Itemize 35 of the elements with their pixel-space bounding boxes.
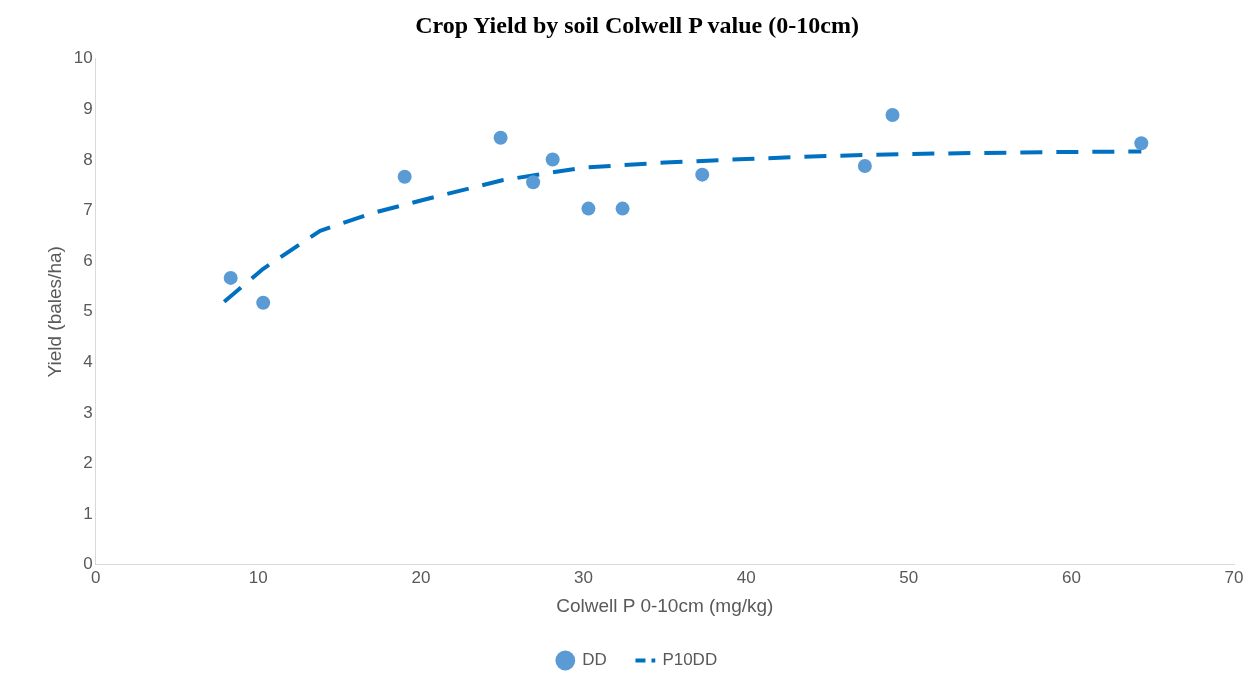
x-tick-label: 50 <box>899 567 919 587</box>
y-tick-label: 4 <box>83 352 93 372</box>
point <box>695 167 710 182</box>
point <box>857 159 872 174</box>
x-tick-label: 20 <box>411 567 431 587</box>
y-tick-label: 3 <box>83 402 93 422</box>
y-axis-title: Yield (bales/ha) <box>43 246 65 378</box>
x-tick-label: 40 <box>736 567 756 587</box>
point <box>256 295 271 310</box>
y-tick-label: 5 <box>83 301 93 321</box>
point <box>885 107 900 122</box>
x-tick-label: 10 <box>248 567 268 587</box>
y-tick-label: 6 <box>83 250 93 270</box>
point <box>545 152 560 167</box>
point <box>493 130 508 145</box>
chart-title: Crop Yield by soil Colwell P value (0-10cm) <box>415 11 859 38</box>
x-tick-label: 70 <box>1224 567 1244 587</box>
x-tick-label: 30 <box>574 567 594 587</box>
y-tick-label: 2 <box>83 453 93 473</box>
point <box>1134 136 1149 151</box>
y-tick-label: 9 <box>83 99 93 119</box>
point <box>615 201 630 216</box>
y-tick-label: 10 <box>73 48 93 68</box>
y-tick-label: 7 <box>83 200 93 220</box>
point <box>223 270 238 285</box>
point <box>397 169 412 184</box>
y-tick-label: 8 <box>83 149 93 169</box>
point <box>526 175 541 190</box>
x-axis-title: Colwell P 0-10cm (mg/kg) <box>556 594 774 616</box>
legend-label: P10DD <box>662 650 718 670</box>
y-tick-label: 1 <box>83 503 93 523</box>
legend-label: DD <box>582 650 607 670</box>
point <box>581 201 596 216</box>
x-tick-label: 60 <box>1061 567 1081 587</box>
y-tick-label: 0 <box>83 554 93 574</box>
